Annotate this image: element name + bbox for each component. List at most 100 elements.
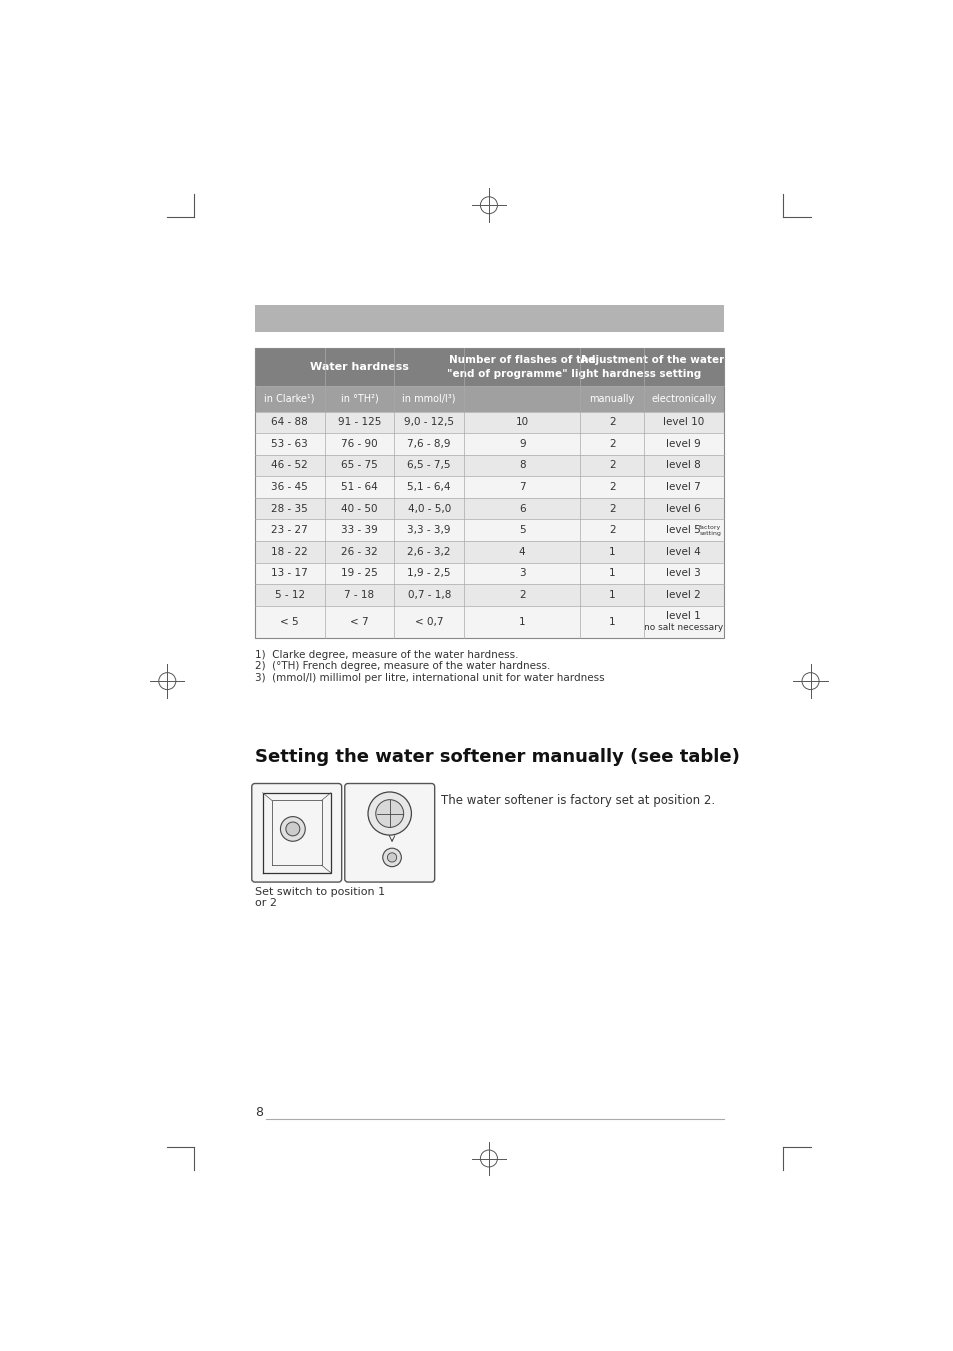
Text: 0,7 - 1,8: 0,7 - 1,8: [407, 590, 451, 600]
Text: 5,1 - 6,4: 5,1 - 6,4: [407, 482, 451, 492]
Bar: [394, 434, 464, 455]
Text: 6,5 - 7,5: 6,5 - 7,5: [407, 461, 451, 470]
Bar: [394, 386, 464, 412]
Bar: [464, 519, 579, 540]
Bar: [254, 434, 324, 455]
Text: 1,9 - 2,5: 1,9 - 2,5: [407, 569, 451, 578]
Text: 2: 2: [518, 590, 525, 600]
Text: electronically: electronically: [651, 394, 716, 404]
Bar: [394, 540, 464, 562]
Text: 8: 8: [518, 461, 525, 470]
Text: 91 - 125: 91 - 125: [337, 417, 381, 427]
Text: 65 - 75: 65 - 75: [341, 461, 377, 470]
Bar: [579, 562, 643, 584]
Bar: [394, 455, 464, 477]
Bar: [324, 519, 394, 540]
Text: 1: 1: [608, 590, 615, 600]
Text: 7: 7: [518, 482, 525, 492]
Text: 2: 2: [608, 439, 615, 449]
Bar: [254, 562, 324, 584]
Text: setting: setting: [699, 531, 720, 536]
Circle shape: [286, 821, 299, 836]
Text: 2: 2: [608, 417, 615, 427]
Text: no salt necessary: no salt necessary: [643, 623, 722, 632]
Text: < 7: < 7: [350, 617, 369, 627]
Bar: [254, 584, 324, 605]
Bar: [579, 386, 643, 412]
Bar: [394, 562, 464, 584]
Bar: [579, 584, 643, 605]
Text: 40 - 50: 40 - 50: [341, 504, 377, 513]
Text: Number of flashes of the
"end of programme" light: Number of flashes of the "end of program…: [446, 355, 598, 378]
Bar: [643, 497, 723, 519]
Text: 64 - 88: 64 - 88: [271, 417, 308, 427]
Text: 7,6 - 8,9: 7,6 - 8,9: [407, 439, 451, 449]
Circle shape: [280, 816, 305, 842]
Text: 2: 2: [608, 526, 615, 535]
Text: 1: 1: [608, 547, 615, 557]
Bar: [579, 540, 643, 562]
Text: 46 - 52: 46 - 52: [271, 461, 308, 470]
Text: level 5: level 5: [666, 526, 700, 535]
Bar: [324, 540, 394, 562]
Text: in °TH²): in °TH²): [340, 394, 378, 404]
Text: 1)  Clarke degree, measure of the water hardness.: 1) Clarke degree, measure of the water h…: [254, 650, 517, 659]
Bar: [394, 519, 464, 540]
Text: 1: 1: [518, 617, 525, 627]
Bar: [464, 455, 579, 477]
Text: 7 - 18: 7 - 18: [344, 590, 375, 600]
Text: 2: 2: [608, 504, 615, 513]
Text: 19 - 25: 19 - 25: [341, 569, 377, 578]
Text: 10: 10: [516, 417, 528, 427]
Text: 9: 9: [518, 439, 525, 449]
Text: level 9: level 9: [666, 439, 700, 449]
Text: 3)  (mmol/l) millimol per litre, international unit for water hardness: 3) (mmol/l) millimol per litre, internat…: [254, 673, 604, 682]
Text: level 10: level 10: [662, 417, 703, 427]
Bar: [464, 605, 579, 638]
Bar: [579, 455, 643, 477]
Bar: [324, 584, 394, 605]
Text: 6: 6: [518, 504, 525, 513]
Bar: [254, 605, 324, 638]
Text: factory: factory: [699, 524, 720, 530]
Bar: [464, 347, 579, 386]
Text: 3: 3: [518, 569, 525, 578]
Text: 2: 2: [608, 482, 615, 492]
Bar: [579, 605, 643, 638]
Text: 18 - 22: 18 - 22: [271, 547, 308, 557]
Bar: [254, 477, 324, 497]
Bar: [324, 477, 394, 497]
Bar: [254, 386, 324, 412]
Circle shape: [368, 792, 411, 835]
Bar: [324, 497, 394, 519]
Bar: [643, 477, 723, 497]
Text: Setting the water softener manually (see table): Setting the water softener manually (see…: [254, 748, 739, 766]
Bar: [643, 519, 723, 540]
Bar: [324, 412, 394, 434]
Bar: [324, 605, 394, 638]
Bar: [579, 497, 643, 519]
Text: 3,3 - 3,9: 3,3 - 3,9: [407, 526, 451, 535]
Bar: [643, 455, 723, 477]
Text: 1: 1: [608, 569, 615, 578]
Bar: [643, 605, 723, 638]
Text: 2: 2: [608, 461, 615, 470]
Text: manually: manually: [589, 394, 634, 404]
Text: 53 - 63: 53 - 63: [271, 439, 308, 449]
Text: 76 - 90: 76 - 90: [341, 439, 377, 449]
Bar: [643, 562, 723, 584]
Text: The water softener is factory set at position 2.: The water softener is factory set at pos…: [440, 794, 714, 808]
Text: 13 - 17: 13 - 17: [271, 569, 308, 578]
Circle shape: [387, 852, 396, 862]
Text: level 7: level 7: [666, 482, 700, 492]
Text: < 5: < 5: [280, 617, 298, 627]
Text: level 3: level 3: [666, 569, 700, 578]
Text: 33 - 39: 33 - 39: [341, 526, 377, 535]
FancyBboxPatch shape: [344, 784, 435, 882]
Text: 26 - 32: 26 - 32: [341, 547, 377, 557]
Text: 51 - 64: 51 - 64: [341, 482, 377, 492]
Bar: [254, 347, 464, 386]
Text: 9,0 - 12,5: 9,0 - 12,5: [404, 417, 454, 427]
Text: in Clarke¹): in Clarke¹): [264, 394, 314, 404]
Text: 4: 4: [518, 547, 525, 557]
